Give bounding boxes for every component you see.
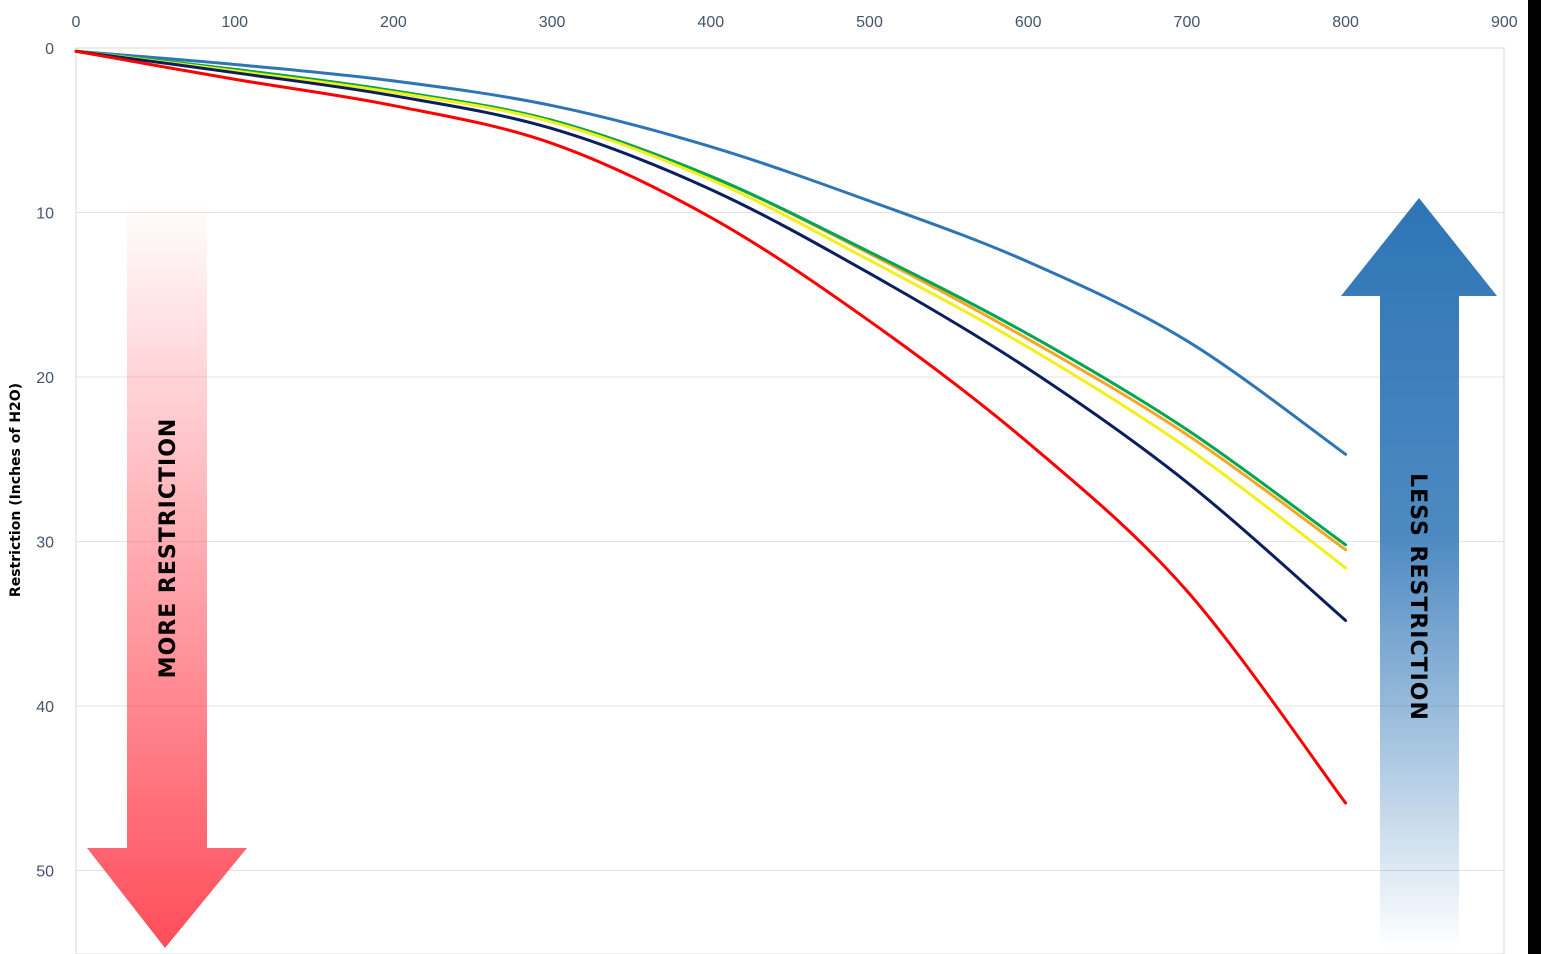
y-tick-label: 10 [36, 206, 54, 223]
series-line [74, 49, 1348, 570]
up-arrow-shape [1341, 198, 1497, 948]
plot-area [75, 47, 1505, 954]
y-tick-label: 0 [45, 41, 54, 58]
more-restriction-label: MORE RESTRICTION [156, 418, 181, 679]
x-tick-label: 500 [856, 14, 883, 31]
less-restriction-arrow: LESS RESTRICTION [1341, 198, 1497, 948]
y-axis-ticks: 0 10 20 30 40 50 [36, 41, 54, 881]
x-tick-label: 700 [1174, 14, 1201, 31]
gridlines [76, 212, 1504, 871]
series-line [74, 49, 1348, 622]
y-tick-label: 30 [36, 535, 54, 552]
x-axis-ticks: 0 100 200 300 400 500 600 700 800 900 [72, 14, 1518, 31]
series-line [74, 49, 1348, 547]
x-tick-label: 300 [539, 14, 566, 31]
window-edge-bar [1528, 0, 1541, 954]
x-tick-label: 600 [1015, 14, 1042, 31]
series-line [74, 49, 1348, 456]
more-restriction-arrow: MORE RESTRICTION [87, 197, 247, 948]
series-layer [74, 49, 1348, 805]
less-restriction-label: LESS RESTRICTION [1405, 473, 1430, 721]
x-tick-label: 0 [72, 14, 81, 31]
series-line [74, 49, 1348, 805]
x-tick-label: 100 [221, 14, 248, 31]
y-tick-label: 50 [36, 864, 54, 881]
y-tick-label: 40 [36, 699, 54, 716]
x-tick-label: 400 [697, 14, 724, 31]
down-arrow-shape [87, 197, 247, 948]
x-tick-label: 200 [380, 14, 407, 31]
y-axis-label: Restriction (Inches of H2O) [8, 383, 24, 597]
x-tick-label: 800 [1332, 14, 1359, 31]
y-tick-label: 20 [36, 370, 54, 387]
x-tick-label: 900 [1491, 14, 1518, 31]
